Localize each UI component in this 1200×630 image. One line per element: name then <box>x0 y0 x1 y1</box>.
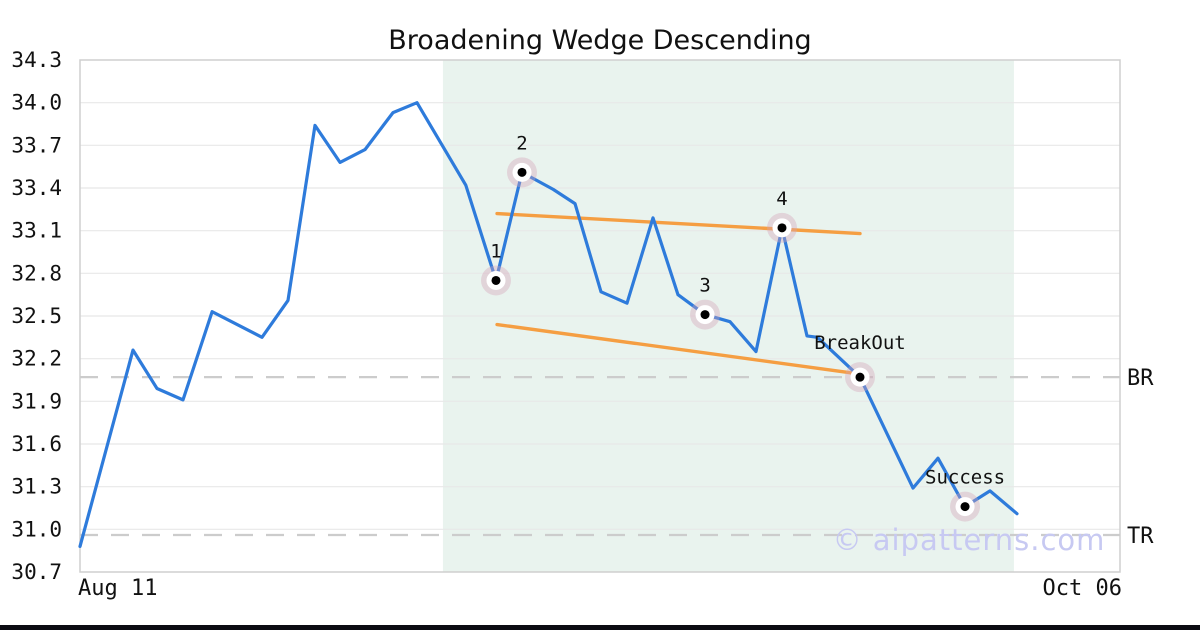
marker-dot <box>700 310 710 320</box>
y-tick-label: 34.0 <box>11 91 62 115</box>
y-tick-label: 31.9 <box>11 389 62 413</box>
marker-label-1: 1 <box>490 240 501 262</box>
y-tick-label: 31.6 <box>11 432 62 456</box>
level-label-tr: TR <box>1127 524 1154 549</box>
marker-dot <box>855 372 865 382</box>
lower-trendline <box>495 322 854 375</box>
level-label-br: BR <box>1127 366 1154 391</box>
y-tick-label: 31.0 <box>11 517 62 541</box>
upper-trendline <box>495 211 862 236</box>
y-tick-label: 34.3 <box>11 48 62 72</box>
marker-label-3: 3 <box>699 275 710 297</box>
y-tick-label: 30.7 <box>11 560 62 584</box>
x-tick-label-end: Oct 06 <box>1043 576 1122 601</box>
marker-label-success: Success <box>925 467 1005 489</box>
y-tick-label: 32.2 <box>11 347 62 371</box>
y-tick-label: 31.3 <box>11 475 62 499</box>
x-tick-label-start: Aug 11 <box>78 576 157 601</box>
marker-dot <box>517 167 527 177</box>
marker-dot <box>777 223 787 233</box>
footer-bar <box>0 625 1200 630</box>
y-tick-label: 32.5 <box>11 304 62 328</box>
chart-title: Broadening Wedge Descending <box>388 25 812 56</box>
marker-label-2: 2 <box>516 132 527 154</box>
y-tick-label: 32.8 <box>11 261 62 285</box>
marker-dot <box>960 502 970 512</box>
marker-label-breakout: BreakOut <box>814 332 906 354</box>
y-tick-label: 33.4 <box>11 176 62 200</box>
marker-label-4: 4 <box>776 188 787 210</box>
price-line <box>78 101 1019 549</box>
marker-dot <box>491 275 501 285</box>
y-tick-label: 33.7 <box>11 133 62 157</box>
y-tick-label: 33.1 <box>11 219 62 243</box>
plot-border <box>79 59 1121 573</box>
